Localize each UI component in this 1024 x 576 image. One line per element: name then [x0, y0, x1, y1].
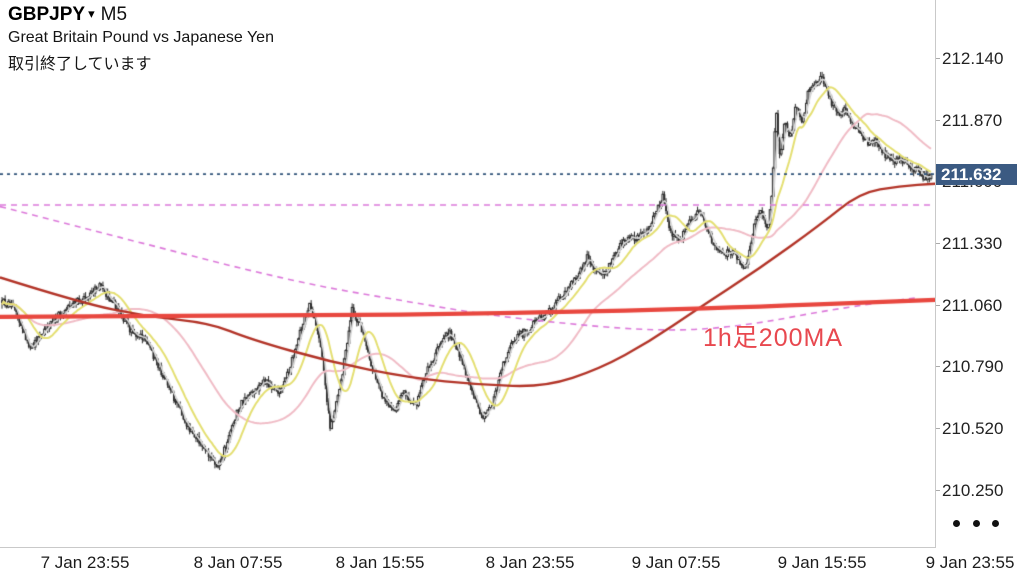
time-axis-label: 9 Jan 15:55: [777, 553, 867, 572]
time-axis-label: 8 Jan 23:55: [485, 553, 575, 572]
price-axis-label: 210.790: [942, 357, 1004, 376]
horizontal-ellipsis-icon: [953, 519, 960, 527]
chart-plot-area: [0, 0, 936, 548]
price-axis-tick: [936, 366, 940, 367]
price-axis-label: 211.060: [942, 296, 1003, 315]
price-axis: 212.140211.870211.600211.330211.060210.7…: [936, 0, 1024, 547]
time-axis-label: 9 Jan 23:55: [925, 553, 1015, 572]
price-axis-label: 210.520: [942, 419, 1004, 438]
time-axis: 7 Jan 23:55 8 Jan 07:55 8 Jan 15:55 8 Jan 2…: [0, 548, 1024, 576]
price-axis-tick: [936, 428, 940, 429]
price-axis-label: 212.140: [942, 49, 1004, 68]
price-axis-tick: [936, 490, 940, 491]
price-axis-tick: [936, 58, 940, 59]
price-axis-tick: [936, 120, 940, 121]
chart-canvas[interactable]: [0, 0, 935, 547]
time-axis-label: 7 Jan 23:55: [40, 553, 130, 572]
last-price-badge: 211.632: [936, 164, 1017, 185]
time-axis-label: 8 Jan 07:55: [193, 553, 283, 572]
time-axis-label: 8 Jan 15:55: [335, 553, 425, 572]
price-axis-tick: [936, 243, 940, 244]
ma-annotation-label: 1h足200MA: [703, 324, 844, 352]
price-axis-label: 210.250: [942, 481, 1004, 500]
more-options-button[interactable]: [953, 514, 999, 532]
price-axis-tick: [936, 305, 940, 306]
price-axis-label: 211.870: [942, 111, 1003, 130]
price-axis-label: 211.330: [942, 234, 1003, 253]
time-axis-label: 9 Jan 07:55: [631, 553, 721, 572]
